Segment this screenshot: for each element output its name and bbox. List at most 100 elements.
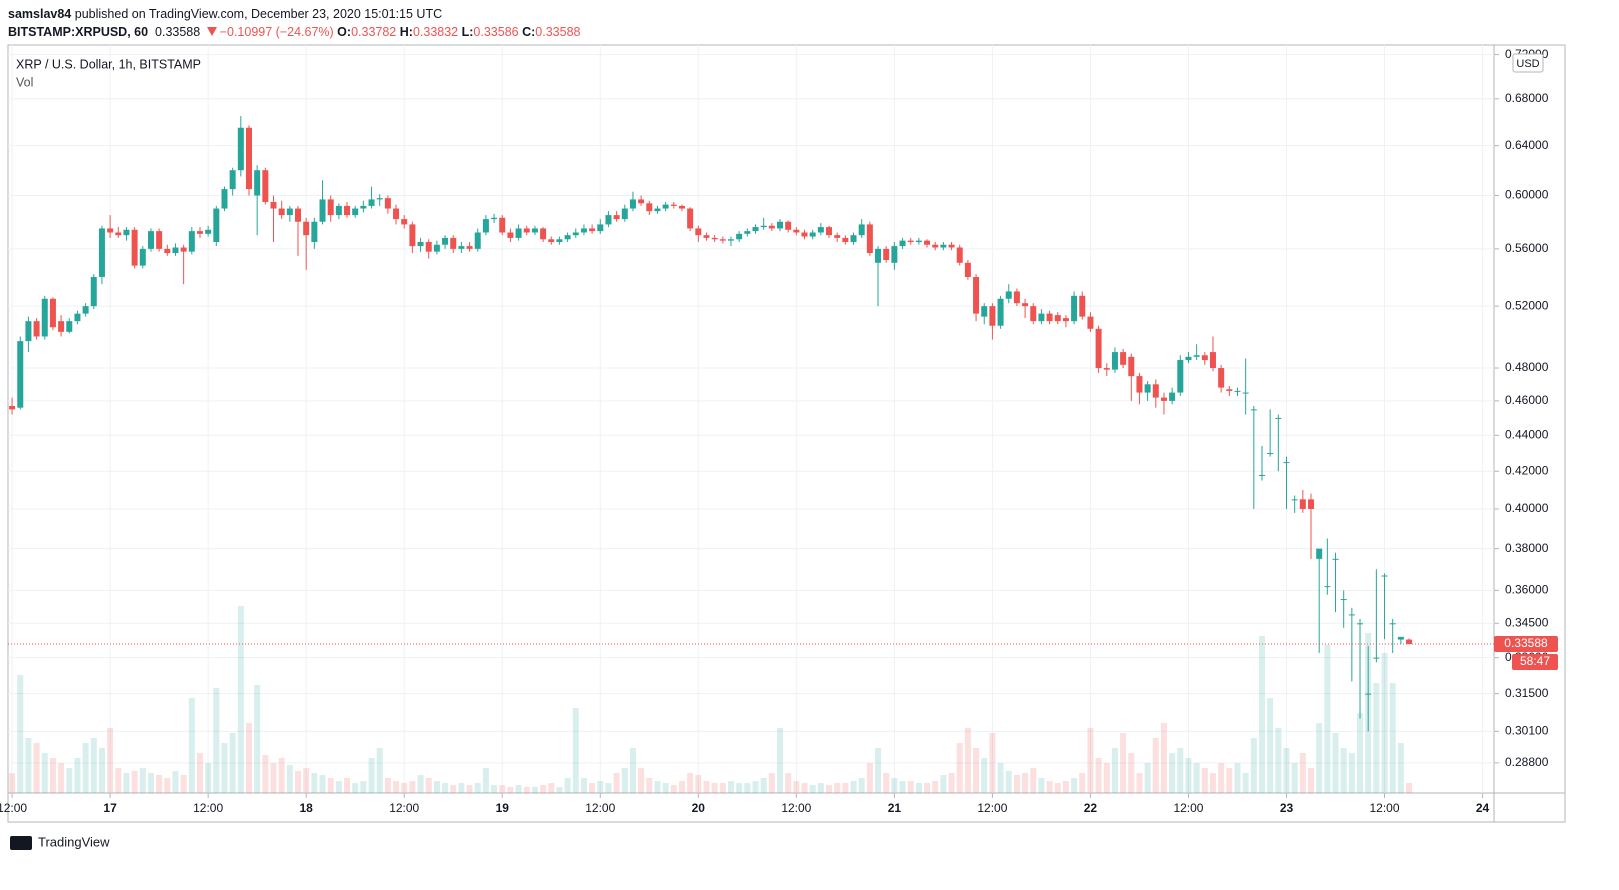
- candle-body: [1283, 462, 1290, 464]
- candle-body: [1087, 316, 1094, 329]
- volume-bar: [58, 763, 65, 793]
- volume-bar: [1120, 733, 1127, 793]
- candle-body: [270, 202, 277, 209]
- candle-body: [33, 321, 40, 337]
- volume-bar: [1046, 781, 1053, 793]
- candle-body: [1258, 474, 1265, 476]
- volume-bar: [393, 781, 400, 793]
- candle-body: [360, 205, 367, 209]
- candle-body: [482, 219, 489, 233]
- volume-bar: [466, 785, 473, 793]
- volume-bar: [687, 773, 694, 793]
- candle-body: [98, 228, 105, 277]
- candle-body: [964, 262, 971, 277]
- volume-bar: [1111, 748, 1118, 793]
- x-tick-label: 12:00: [193, 801, 223, 815]
- candle-body: [507, 232, 514, 238]
- candle-body: [777, 221, 784, 229]
- volume-bar: [744, 783, 751, 793]
- volume-bar: [670, 785, 677, 793]
- candle-body: [997, 298, 1004, 326]
- candle-body: [262, 170, 269, 203]
- volume-bar: [850, 781, 857, 793]
- candle-body: [1160, 397, 1167, 401]
- volume-bar: [1013, 775, 1020, 793]
- o-label: O:: [337, 25, 352, 39]
- candle-body: [670, 204, 677, 206]
- volume-bar: [1291, 763, 1298, 793]
- volume-bar: [1373, 683, 1380, 793]
- volume-bar: [727, 781, 734, 793]
- candle-body: [1348, 614, 1355, 616]
- x-tick-label: 24: [1476, 801, 1490, 815]
- volume-bar: [507, 787, 514, 793]
- candle-body: [1005, 291, 1012, 299]
- volume-bar: [131, 771, 138, 793]
- volume-bar: [621, 768, 628, 793]
- volume-bar: [1201, 768, 1208, 793]
- volume-bar: [597, 781, 604, 793]
- candle-body: [49, 298, 56, 328]
- candle-body: [442, 237, 449, 245]
- volume-bar: [703, 781, 710, 793]
- x-tick-label: 23: [1280, 801, 1294, 815]
- volume-bar: [1258, 636, 1265, 793]
- volume-bar: [760, 778, 767, 793]
- x-tick-label: 12:00: [585, 801, 615, 815]
- y-tick-label: 0.38000: [1505, 541, 1549, 555]
- volume-bar: [139, 768, 146, 793]
- candle-body: [1365, 693, 1372, 695]
- candle-body: [515, 228, 522, 238]
- y-tick-label: 0.42000: [1505, 463, 1549, 477]
- volume-bar: [278, 758, 285, 793]
- candle-body: [556, 239, 563, 242]
- y-tick-label: 0.44000: [1505, 427, 1549, 441]
- candle-body: [973, 276, 980, 314]
- candle-body: [1071, 295, 1078, 322]
- volume-bar: [482, 768, 489, 793]
- candle-body: [719, 239, 726, 241]
- candle-body: [809, 232, 816, 237]
- volume-bar: [1005, 771, 1012, 793]
- volume-bar: [352, 783, 359, 793]
- candle-body: [1111, 352, 1118, 370]
- candle-body: [1234, 390, 1241, 392]
- candle-body: [817, 227, 824, 233]
- volume-bar: [433, 781, 440, 793]
- volume-bar: [237, 606, 244, 793]
- x-tick-label: 12:00: [781, 801, 811, 815]
- candle-body: [629, 199, 636, 209]
- candle-body: [1397, 636, 1404, 640]
- candle-body: [1332, 558, 1339, 560]
- publish-info: published on TradingView.com, December 2…: [74, 7, 443, 21]
- volume-bar: [981, 758, 988, 793]
- candle-body: [66, 321, 73, 332]
- x-tick-label: 12:00: [0, 801, 27, 815]
- candle-body: [1128, 356, 1135, 377]
- volume-bar: [458, 783, 465, 793]
- y-tick-label: 0.40000: [1505, 501, 1549, 515]
- candle-body: [711, 237, 718, 240]
- volume-bar: [989, 733, 996, 793]
- volume-bar: [605, 783, 612, 793]
- candle-body: [1054, 315, 1061, 322]
- candle-body: [752, 227, 759, 232]
- candle-body: [393, 208, 400, 220]
- candle-body: [548, 239, 555, 242]
- volume-bar: [875, 748, 882, 793]
- volume-bar: [1071, 778, 1078, 793]
- volume-bar: [515, 785, 522, 793]
- volume-bar: [785, 773, 792, 793]
- volume-bar: [1087, 728, 1094, 793]
- volume-bar: [572, 708, 579, 793]
- volume-bar: [1193, 763, 1200, 793]
- candle-body: [621, 208, 628, 220]
- volume-bar: [1397, 743, 1404, 793]
- volume-pane: [9, 606, 1413, 793]
- candle-body: [303, 221, 310, 236]
- candle-body: [123, 229, 130, 236]
- volume-bar: [368, 758, 375, 793]
- candle-body: [678, 205, 685, 209]
